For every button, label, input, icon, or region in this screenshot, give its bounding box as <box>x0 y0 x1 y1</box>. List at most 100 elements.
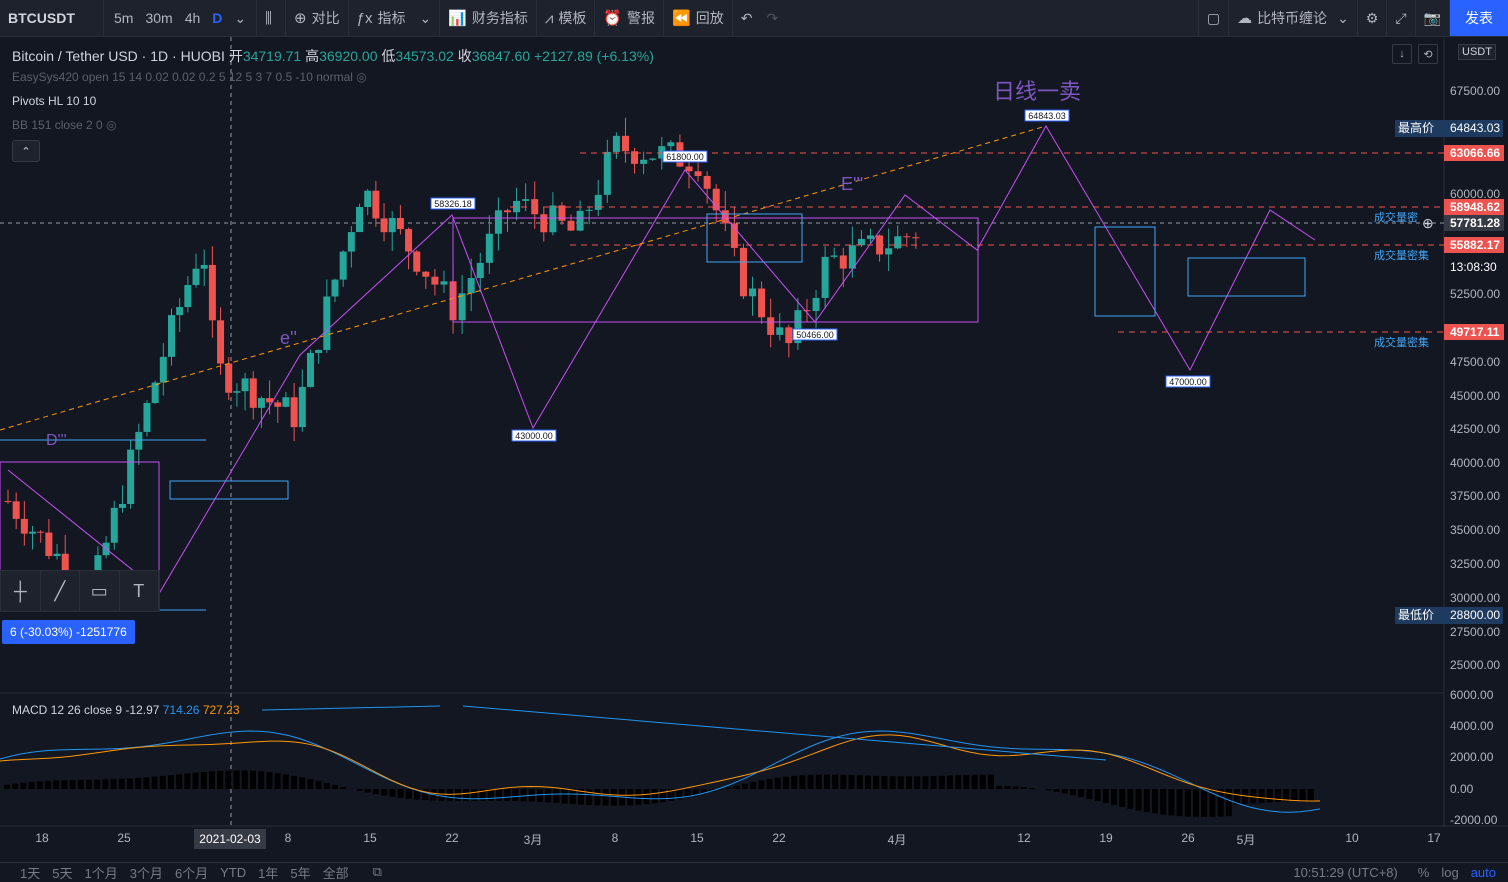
rectangle-tool[interactable]: ▭ <box>80 571 120 611</box>
chevron-down-icon[interactable]: ⌄ <box>228 10 252 27</box>
indicator-easysys[interactable]: EasySys420 open 15 14 0.02 0.02 0.2 5 12… <box>12 70 367 84</box>
highest-label: 最高价 <box>1398 120 1434 135</box>
square-icon: ▢ <box>1207 10 1220 27</box>
macd-histogram-bar <box>1054 789 1060 792</box>
candle-body <box>695 171 702 176</box>
divergence-line <box>463 706 1106 760</box>
drawing-toolbar: ┼ ╱ ▭ T <box>0 570 160 612</box>
range-1d[interactable]: 1天 <box>14 863 46 882</box>
volume-box <box>170 481 288 499</box>
layout-button[interactable]: ☁比特币缠论⌄ <box>1229 0 1358 36</box>
candle-body <box>29 532 36 534</box>
candle-body <box>903 236 910 237</box>
macd-histogram-bar <box>283 774 289 789</box>
macd-histogram-bar <box>127 778 133 789</box>
price-tick: 47500.00 <box>1450 355 1500 369</box>
calendar-icon: ⧉ <box>373 864 382 879</box>
lowest-value: 28800.00 <box>1450 608 1500 622</box>
wave-annotation: D''' <box>46 432 67 449</box>
range-5y[interactable]: 5年 <box>284 863 316 882</box>
time-tick: 4月 <box>888 831 907 848</box>
candle-body <box>111 508 118 543</box>
percent-toggle[interactable]: % <box>1412 865 1436 880</box>
financials-button[interactable]: 📊财务指标 <box>440 0 537 36</box>
alert-button[interactable]: ⏰警报 <box>595 0 664 36</box>
eye-off-icon[interactable]: ◎ <box>106 118 116 132</box>
candle-body <box>274 402 281 406</box>
clock-time[interactable]: 10:51:29 (UTC+8) <box>1287 865 1403 880</box>
candle-body <box>160 357 167 383</box>
goto-date-button[interactable]: ⧉ <box>367 864 388 880</box>
crosshair-tool[interactable]: ┼ <box>1 571 41 611</box>
timeframe-4h[interactable]: 4h <box>179 10 207 26</box>
range-1y[interactable]: 1年 <box>252 863 284 882</box>
macd-histogram-bar <box>922 776 928 789</box>
log-toggle[interactable]: log <box>1435 865 1464 880</box>
templates-button[interactable]: ⩘模板 <box>537 0 595 36</box>
range-1m[interactable]: 1个月 <box>78 863 123 882</box>
candle-body <box>282 397 289 407</box>
candle-body <box>549 205 556 232</box>
eye-off-icon[interactable]: ◎ <box>356 70 366 84</box>
macd-histogram-bar <box>816 775 822 789</box>
settings-button[interactable]: ⚙ <box>1358 0 1388 36</box>
price-tick: 32500.00 <box>1450 557 1500 571</box>
macd-histogram-bar <box>857 775 863 789</box>
candle-body <box>152 383 159 403</box>
undo-icon[interactable]: ↶ <box>741 10 753 27</box>
low-value: 34573.02 <box>395 48 453 64</box>
macd-histogram-bar <box>184 773 190 789</box>
macd-histogram-bar <box>603 789 609 806</box>
macd-histogram-bar <box>102 779 108 789</box>
macd-histogram-bar <box>299 777 305 789</box>
range-6m[interactable]: 6个月 <box>169 863 214 882</box>
refresh-icon: ⟲ <box>1423 48 1432 61</box>
macd-histogram-bar <box>881 776 887 789</box>
macd-histogram-bar <box>143 777 149 789</box>
timeframe-d[interactable]: D <box>206 10 228 26</box>
auto-toggle[interactable]: auto <box>1465 865 1502 880</box>
indicator-pivots[interactable]: Pivots HL 10 10 <box>12 94 96 108</box>
replay-button[interactable]: ⏪回放 <box>664 0 733 36</box>
text-tool[interactable]: T <box>120 571 160 611</box>
symbol-search[interactable]: BTCUSDT <box>0 0 104 36</box>
reset-button[interactable]: ⟲ <box>1418 44 1438 64</box>
divergence-line <box>262 706 440 710</box>
candle-body <box>912 237 919 238</box>
trendline-tool[interactable]: ╱ <box>41 571 81 611</box>
time-tick: 8 <box>612 831 619 845</box>
compare-button[interactable]: ⊕对比 <box>286 0 349 36</box>
range-5d[interactable]: 5天 <box>46 863 78 882</box>
timeframe-group: 5m 30m 4h D ⌄ <box>104 0 257 36</box>
indicator-bb[interactable]: BB 151 close 2 0 ◎ <box>12 118 117 132</box>
timeframe-5m[interactable]: 5m <box>108 10 139 26</box>
redo-icon[interactable]: ↷ <box>766 10 778 27</box>
macd-histogram-bar <box>1193 789 1199 817</box>
macd-hist-value: -12.97 <box>125 703 159 717</box>
collapse-legend-button[interactable]: ⌃ <box>12 140 40 162</box>
scroll-down-button[interactable]: ↓ <box>1392 44 1412 64</box>
close-label: 收 <box>458 48 472 64</box>
publish-button[interactable]: 发表 <box>1450 0 1508 36</box>
alert-label: 警报 <box>627 8 655 28</box>
range-ytd[interactable]: YTD <box>214 865 252 880</box>
macd-histogram-bar <box>553 789 559 803</box>
macd-histogram-bar <box>537 789 543 802</box>
high-label: 高 <box>305 48 319 64</box>
low-label: 低 <box>381 48 395 64</box>
bar-chart-icon: 📊 <box>448 9 467 27</box>
range-all[interactable]: 全部 <box>317 863 355 882</box>
timeframe-30m[interactable]: 30m <box>139 10 178 26</box>
fullscreen-button[interactable]: ⤢ <box>1387 0 1415 36</box>
fullscreen-square-button[interactable]: ▢ <box>1198 0 1229 36</box>
chart-type-button[interactable]: ⫼ <box>257 0 286 36</box>
macd-histogram-bar <box>767 779 773 789</box>
crosshair-icon: ┼ <box>14 581 27 602</box>
macd-histogram-bar <box>111 779 117 789</box>
snapshot-button[interactable]: 📷 <box>1416 0 1450 36</box>
candle-body <box>431 277 438 285</box>
currency-tag[interactable]: USDT <box>1458 44 1496 60</box>
range-3m[interactable]: 3个月 <box>124 863 169 882</box>
